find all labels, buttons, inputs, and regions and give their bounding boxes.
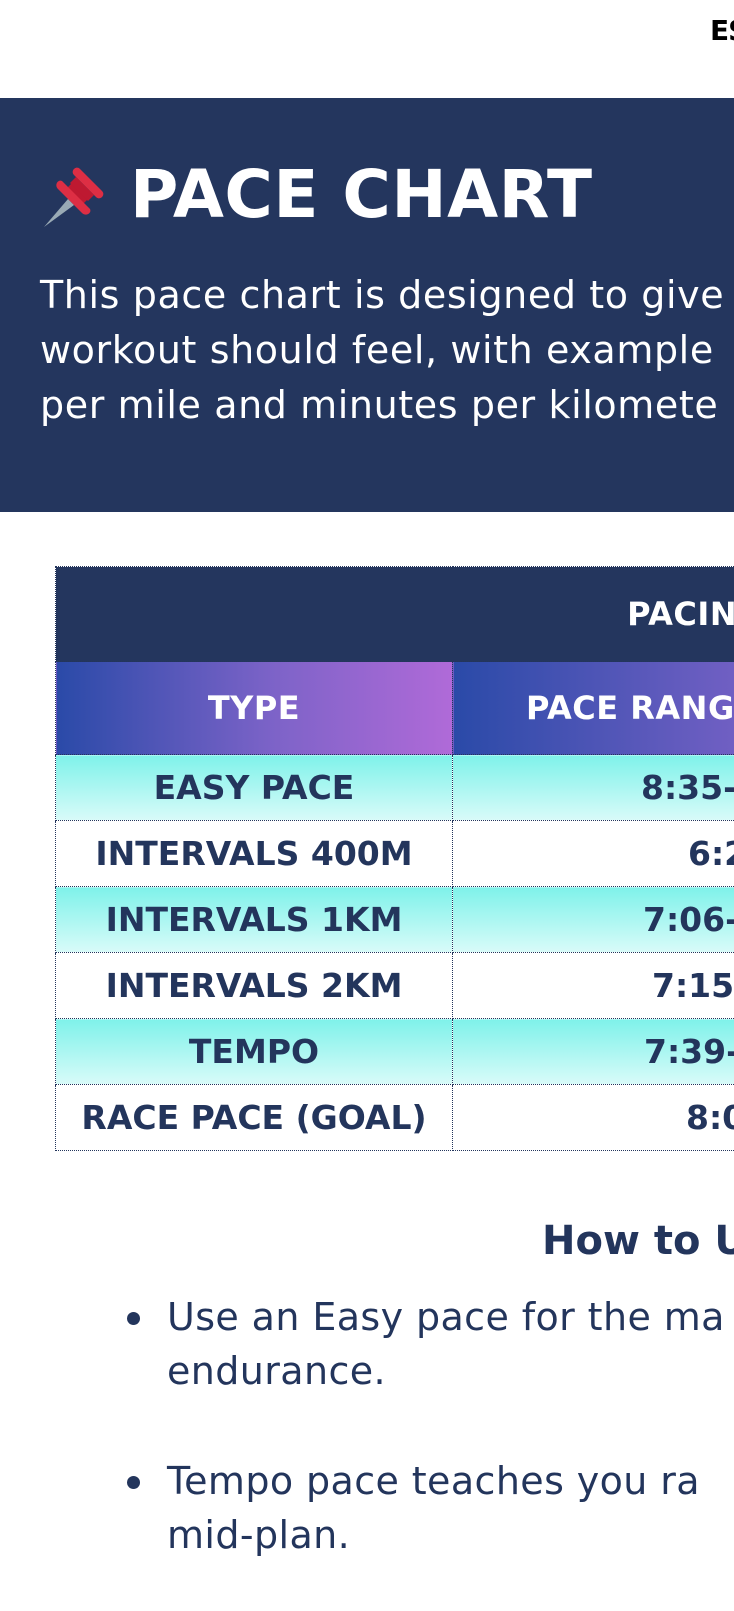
list-item-line: Use an Easy pace for the ma	[167, 1295, 725, 1339]
description-line: This pace chart is designed to give	[40, 273, 725, 317]
range-value: 8:0	[686, 1098, 734, 1137]
type-cell: INTERVALS 1KM	[55, 886, 453, 953]
range-cell: 8:0	[452, 1084, 734, 1151]
hero-banner: PACE CHART This pace chart is designed t…	[0, 98, 734, 512]
table-header-row: TYPE PACE RANG	[55, 661, 734, 755]
how-to-use-list: Use an Easy pace for the ma endurance. T…	[120, 1290, 734, 1611]
range-cell: 7:39-	[452, 1018, 734, 1085]
type-cell: TEMPO	[55, 1018, 453, 1085]
range-cell: 7:15-	[452, 952, 734, 1019]
table-row: TEMPO 7:39-	[55, 1018, 734, 1085]
table-row: INTERVALS 400M 6:2	[55, 820, 734, 887]
pace-table: PACING TYPE PACE RANG EASY PACE 8:35- IN…	[55, 566, 734, 1151]
list-item: Tempo pace teaches you ra mid-plan.	[120, 1454, 734, 1562]
type-cell: INTERVALS 400M	[55, 820, 453, 887]
list-item-line: mid-plan.	[167, 1513, 351, 1557]
pace-table-container: PACING TYPE PACE RANG EASY PACE 8:35- IN…	[55, 566, 734, 1151]
type-cell: INTERVALS 2KM	[55, 952, 453, 1019]
list-item: Use an Easy pace for the ma endurance.	[120, 1290, 734, 1398]
type-cell: EASY PACE	[55, 754, 453, 821]
type-cell: RACE PACE (GOAL)	[55, 1084, 453, 1151]
range-cell: 6:2	[452, 820, 734, 887]
range-cell: 8:35-	[452, 754, 734, 821]
range-value: 7:06-	[643, 900, 734, 939]
table-row: RACE PACE (GOAL) 8:0	[55, 1084, 734, 1151]
top-bar: ES	[0, 0, 734, 96]
table-caption-row: PACING	[55, 566, 734, 662]
description-line: per mile and minutes per kilomete	[40, 383, 719, 427]
table-row: INTERVALS 2KM 7:15-	[55, 952, 734, 1019]
bullet-icon	[127, 1312, 140, 1325]
column-header-pace-range: PACE RANG	[452, 661, 734, 755]
caption-text: PACING	[627, 595, 734, 633]
table-row: INTERVALS 1KM 7:06-	[55, 886, 734, 953]
column-header-type: TYPE	[55, 661, 453, 755]
range-cell: 7:06-	[452, 886, 734, 953]
range-value: 8:35-	[641, 768, 734, 807]
list-item-line: endurance.	[167, 1349, 387, 1393]
site-logo[interactable]: ES	[710, 14, 734, 47]
range-value: 7:39-	[644, 1032, 734, 1071]
page-title: PACE CHART	[40, 156, 593, 233]
range-value: 7:15-	[652, 966, 734, 1005]
pace-range-header-text: PACE RANG	[526, 689, 734, 727]
list-item-line: Tempo pace teaches you ra	[167, 1459, 700, 1503]
range-value: 6:2	[688, 834, 734, 873]
hero-description: This pace chart is designed to give work…	[40, 268, 734, 433]
title-text: PACE CHART	[130, 156, 593, 233]
bullet-icon	[127, 1476, 140, 1489]
pushpin-icon	[44, 167, 104, 227]
table-caption: PACING	[55, 566, 734, 662]
table-row: EASY PACE 8:35-	[55, 754, 734, 821]
description-line: workout should feel, with example	[40, 328, 714, 372]
how-to-use-heading: How to Us	[542, 1218, 734, 1265]
